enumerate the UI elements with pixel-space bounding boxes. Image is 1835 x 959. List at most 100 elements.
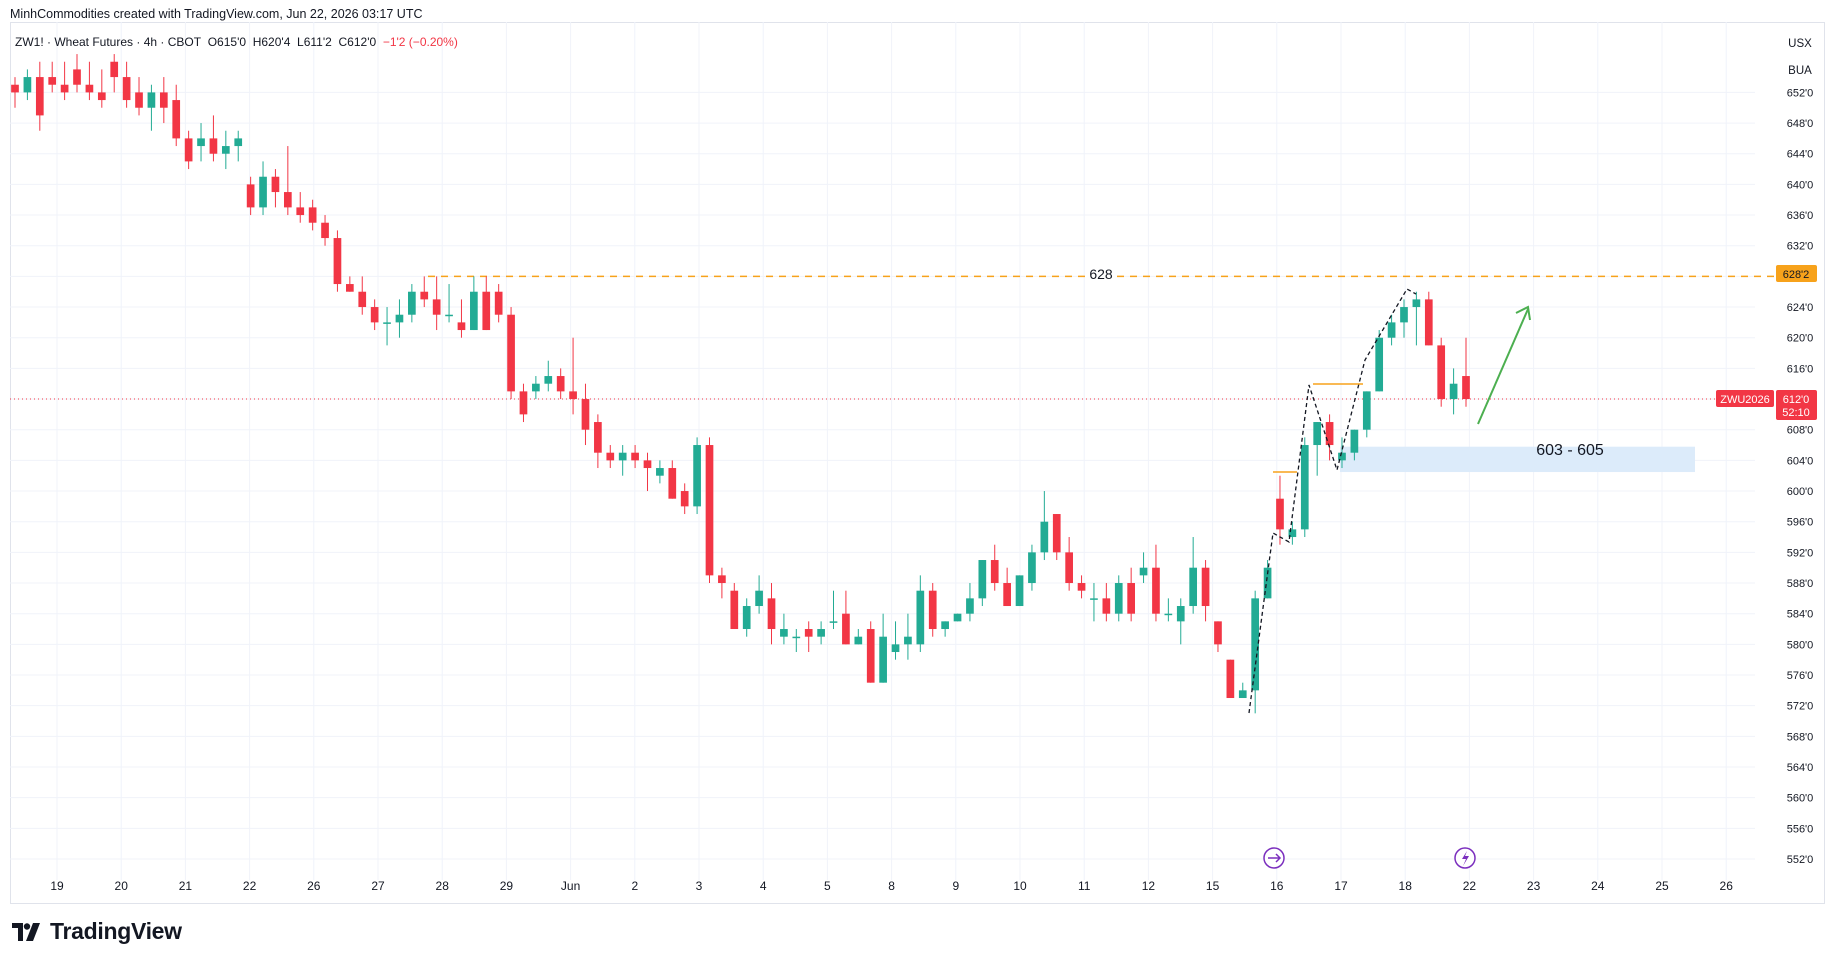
candle-body: [941, 621, 949, 630]
candle-body: [1251, 598, 1260, 691]
candle-body: [1102, 598, 1111, 614]
time-tick-label: 10: [1013, 879, 1027, 893]
candle: [767, 583, 776, 645]
candle: [1164, 598, 1173, 622]
resistance-label-bg: [1085, 264, 1117, 282]
price-tick-label: 600'0: [1787, 486, 1814, 498]
candle-body: [35, 77, 44, 116]
tradingview-logo[interactable]: TradingView: [12, 918, 182, 945]
price-tick-label: 576'0: [1787, 670, 1814, 682]
candle-body: [1313, 422, 1322, 446]
candle-body: [346, 284, 354, 292]
candle: [159, 77, 168, 124]
time-tick-label: 17: [1334, 879, 1348, 893]
price-tick-label: 560'0: [1787, 793, 1814, 805]
candle: [1387, 314, 1396, 346]
candle-body: [581, 399, 590, 430]
time-tick-label: 29: [500, 879, 514, 893]
candle-body: [395, 314, 404, 323]
candle-body: [1449, 383, 1458, 400]
candle: [358, 276, 367, 315]
candle-body: [519, 391, 528, 415]
candle-body: [1437, 345, 1446, 400]
candle: [594, 414, 602, 469]
candle-body: [172, 100, 181, 139]
candle-body: [668, 468, 677, 499]
candle-body: [817, 629, 825, 637]
price-tick-label: 616'0: [1787, 363, 1814, 375]
candle: [147, 84, 156, 131]
candle: [668, 460, 677, 499]
symbol-legend: ZW1! · Wheat Futures · 4h · CBOT O615'0 …: [15, 35, 458, 49]
candle: [470, 276, 478, 331]
support-zone-label: 603 - 605: [1536, 442, 1604, 459]
candle: [569, 337, 577, 415]
time-tick-label: 28: [436, 879, 450, 893]
price-tick-label: 652'0: [1787, 87, 1814, 99]
candle-body: [1052, 514, 1061, 553]
candle: [1226, 659, 1235, 699]
lightning-event-icon[interactable]: [1454, 847, 1476, 869]
candle-body: [271, 176, 280, 193]
price-tick-label: 572'0: [1787, 701, 1814, 713]
candle: [395, 299, 404, 338]
candle-body: [296, 207, 305, 216]
candle: [718, 567, 726, 599]
candle-body: [221, 146, 230, 154]
countdown-text: 52:10: [1782, 407, 1810, 419]
candle: [1003, 567, 1011, 607]
candle-body: [730, 590, 739, 630]
candle-body: [122, 77, 131, 101]
candle: [1412, 291, 1421, 346]
price-tick-label: 568'0: [1787, 731, 1814, 743]
time-tick-label: 9: [952, 879, 959, 893]
candle-body: [1350, 429, 1359, 453]
candle: [705, 437, 714, 584]
tradingview-logo-icon: [12, 922, 40, 941]
time-tick-label: 18: [1399, 879, 1413, 893]
candle-body: [234, 138, 243, 147]
resistance-price-tag: [1776, 265, 1817, 282]
candle-body: [432, 299, 441, 315]
candle: [953, 613, 962, 622]
candle-body: [246, 184, 255, 208]
candle: [333, 230, 342, 292]
candle: [445, 284, 453, 323]
candle: [296, 192, 305, 223]
candle-body: [544, 376, 553, 384]
currency-label: USX: [1788, 38, 1812, 50]
time-tick-label: 8: [888, 879, 895, 893]
dividend-event-icon[interactable]: [1263, 847, 1285, 869]
candle-body: [1412, 299, 1421, 308]
candle-body: [1114, 583, 1123, 614]
candle: [1114, 575, 1123, 622]
candle: [978, 560, 987, 607]
candle: [110, 54, 119, 93]
candle: [1325, 414, 1334, 461]
candle: [172, 84, 181, 147]
candle-body: [321, 222, 329, 239]
candle: [60, 61, 69, 101]
price-tick-label: 604'0: [1787, 455, 1814, 467]
candle: [730, 583, 739, 630]
candle-body: [445, 314, 453, 317]
resistance-label: 628: [1089, 266, 1113, 282]
candle-body: [482, 291, 491, 331]
price-tick-label: 644'0: [1787, 149, 1814, 161]
time-tick-label: 24: [1591, 879, 1605, 893]
candle-body: [60, 84, 69, 93]
price-tick-label: 636'0: [1787, 210, 1814, 222]
price-tick-label: 580'0: [1787, 639, 1814, 651]
price-tick-label: 556'0: [1787, 823, 1814, 835]
candle-body: [1176, 606, 1185, 622]
candle: [23, 69, 32, 101]
candle: [519, 383, 528, 423]
candle-body: [1325, 422, 1334, 446]
candle-body: [209, 138, 218, 154]
candle: [631, 445, 639, 469]
candle: [209, 115, 218, 162]
candle-body: [85, 84, 94, 93]
candle-body: [358, 291, 367, 308]
candle-body: [854, 636, 863, 645]
